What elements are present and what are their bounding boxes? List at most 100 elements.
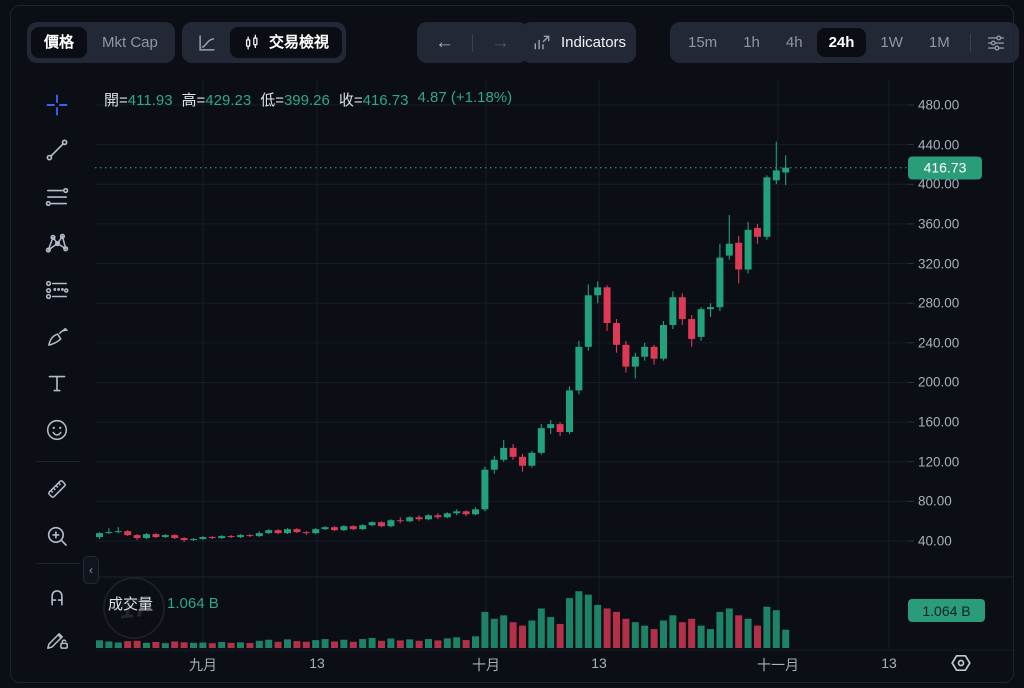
time-axis-label: 13 [309,655,325,671]
line-chart-button[interactable] [186,26,228,60]
tf-1w[interactable]: 1W [880,34,903,51]
volume-bar [387,638,395,648]
history-nav: ← → [417,22,528,63]
candle-body [772,170,780,181]
volume-badge: 1.064 B [908,599,985,622]
nav-forward-button[interactable]: → [491,31,510,53]
tool-long-position[interactable] [41,274,73,306]
volume-bar [161,643,169,648]
volume-bar [519,625,526,648]
candle-body [124,531,132,536]
tool-ruler[interactable] [41,473,73,505]
candle-body [359,525,367,530]
price-axis-label: 200.00 [918,374,960,390]
candle-body [481,469,489,510]
candle-body [255,533,263,537]
volume-bar [237,642,244,648]
candle-body [547,424,555,429]
timeframe-settings-button[interactable] [979,28,1013,58]
indicators-button[interactable]: Indicators [521,22,637,63]
candle-body [293,529,301,533]
candle-body [434,515,442,518]
candle-body [105,532,113,534]
tool-magnet[interactable] [41,580,73,612]
volume-bar [114,642,122,648]
candle-body [415,517,423,520]
volume-bar [707,629,714,648]
volume-bar [754,625,761,648]
volume-legend: 成交量 1.064 B [108,593,219,614]
volume-bar [660,620,667,648]
candle-body [453,511,461,514]
volume-bar [143,642,150,648]
settings-sliders-icon [987,34,1004,51]
volume-bar [340,639,348,648]
volume-bar [349,641,357,648]
tool-text[interactable] [41,367,73,399]
candle-body [754,227,761,237]
volume-bar [302,641,310,648]
tf-4h[interactable]: 4h [785,34,803,51]
tool-brush[interactable] [41,321,73,353]
volume-bar [575,591,583,648]
candle-body [678,297,686,320]
tool-drawing-lock[interactable] [41,623,73,655]
open-value: 411.93 [127,92,173,109]
tool-crosshair[interactable] [41,89,73,121]
price-mktcap-toggle: 價格 Mkt Cap [27,22,175,63]
tool-trend-line[interactable] [41,134,73,166]
tool-emoji[interactable] [41,414,73,446]
candle-body [378,522,385,527]
volume-bar [274,641,282,648]
volume-bar [368,638,376,648]
candle-body [265,530,273,534]
tf-15m[interactable]: 15m [688,34,718,51]
volume-bar [133,640,141,648]
volume-bar [490,618,498,648]
volume-bar [284,639,291,648]
tool-fib-retracement[interactable] [41,181,73,213]
candle-body [396,520,404,522]
candle-body [528,452,536,466]
volume-bar [293,641,301,648]
volume-bar [443,638,451,648]
volume-bar [547,617,555,648]
candle-body [472,509,479,515]
time-axis-label: 十月 [472,657,500,673]
tf-24h[interactable]: 24h [816,28,867,57]
price-axis-label: 120.00 [918,454,960,470]
time-axis-label: 13 [591,655,607,671]
sidebar-divider [36,563,80,564]
volume-bar [594,605,602,648]
zoom-in-icon [47,526,67,546]
volume-bar [584,594,592,648]
axis-settings-button[interactable] [946,648,976,678]
tf-1m[interactable]: 1M [928,34,950,51]
volume-bar [716,611,724,648]
candle-body [349,526,357,530]
tab-mktcap[interactable]: Mkt Cap [102,34,158,51]
nav-back-button[interactable]: ← [435,31,454,53]
tf-1h[interactable]: 1h [743,34,760,51]
volume-bar [425,639,432,648]
price-axis-label: 480.00 [918,97,960,113]
candle-body [575,346,583,391]
volume-value: 1.064 B [167,595,219,612]
tool-zoom-in[interactable] [41,520,73,552]
volume-bar [199,642,207,648]
tab-price[interactable]: 價格 [31,27,88,58]
chart-view-label: 交易檢視 [269,34,330,51]
emoji-icon [46,419,68,441]
volume-bar [772,610,780,648]
volume-bar [481,611,489,648]
volume-bar [396,640,404,648]
volume-bar [406,639,414,648]
tool-xabcd-pattern[interactable] [41,227,73,259]
sidebar-collapse-handle[interactable]: ‹ [83,556,99,584]
price-axis-label: 320.00 [918,256,960,272]
candles-chart-button[interactable]: 交易檢視 [230,27,343,58]
candle-body [152,534,160,538]
candle-body [613,323,620,345]
